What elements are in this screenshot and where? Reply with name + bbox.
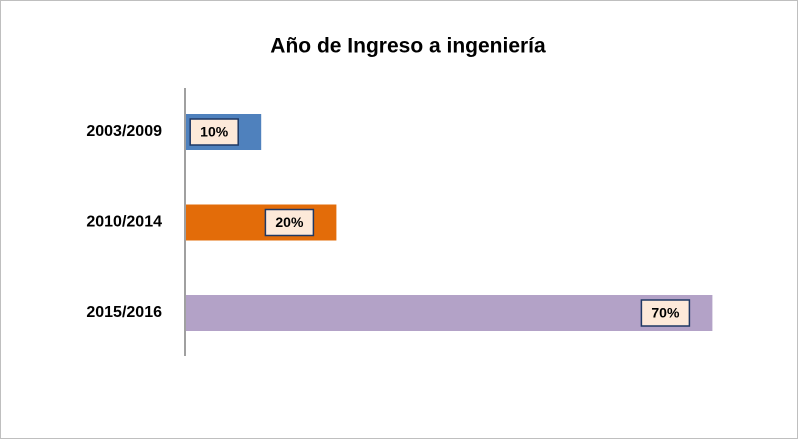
value-label: 20%	[275, 214, 304, 230]
value-label-box	[264, 208, 315, 237]
bar	[186, 295, 713, 331]
value-label-box	[640, 299, 691, 327]
value-label-box	[189, 118, 239, 146]
value-label: 10%	[200, 124, 229, 140]
chart-title: Año de Ingreso a ingeniería	[270, 35, 546, 58]
category-label: 2010/2014	[86, 214, 162, 231]
value-label: 70%	[651, 305, 680, 321]
category-label: 2015/2016	[86, 304, 162, 321]
category-label: 2003/2009	[86, 123, 162, 140]
